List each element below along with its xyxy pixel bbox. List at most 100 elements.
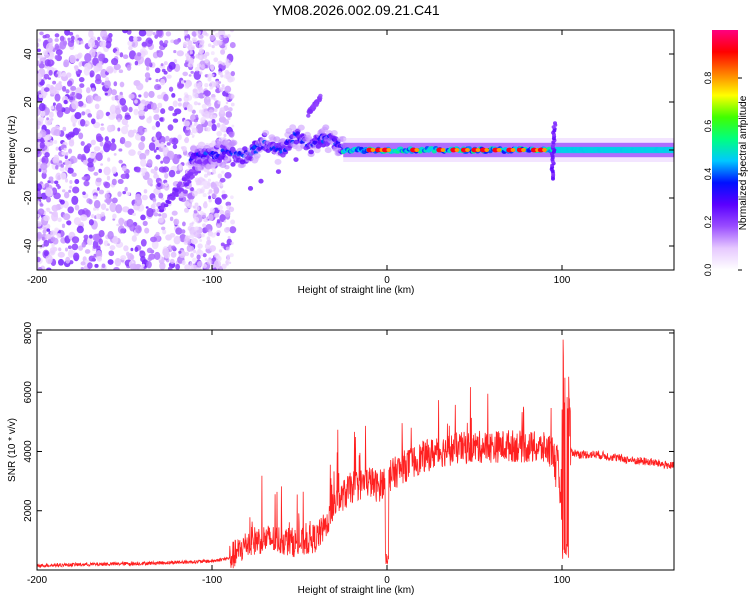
noise-speck xyxy=(83,180,90,187)
noise-speck xyxy=(200,64,206,69)
noise-speck xyxy=(199,210,204,215)
noise-speck xyxy=(190,124,195,130)
noise-speck xyxy=(55,165,59,170)
y-tick-label: 8000 xyxy=(23,321,34,344)
noise-speck xyxy=(92,207,97,211)
noise-speck xyxy=(175,227,183,235)
noise-speck xyxy=(216,232,220,237)
noise-speck xyxy=(193,209,198,214)
noise-speck xyxy=(138,141,145,151)
noise-speck xyxy=(207,178,212,182)
noise-speck xyxy=(37,147,41,155)
chart-title: YM08.2026.002.09.21.C41 xyxy=(272,2,440,18)
noise-speck xyxy=(163,93,169,102)
noise-speck xyxy=(147,39,154,45)
noise-speck xyxy=(139,266,144,270)
noise-speck xyxy=(184,52,190,58)
noise-speck xyxy=(139,250,144,254)
noise-speck xyxy=(79,221,84,226)
noise-speck xyxy=(111,58,119,66)
noise-speck xyxy=(66,80,73,87)
colorbar-tick-label: 0.2 xyxy=(703,216,713,229)
noise-speck xyxy=(45,188,52,197)
noise-speck xyxy=(174,108,182,115)
noise-speck xyxy=(152,197,157,203)
noise-speck xyxy=(75,34,80,38)
noise-speck xyxy=(99,40,107,48)
snr-panel: -200 -100 0 100 2000 4000 6000 8000 Height of … xyxy=(7,321,675,596)
noise-speck xyxy=(153,149,157,153)
noise-speck xyxy=(184,201,190,207)
noise-speck xyxy=(104,92,108,96)
noise-speck xyxy=(195,30,201,36)
noise-speck xyxy=(113,266,120,270)
amplitude-peak xyxy=(386,148,392,152)
noise-speck xyxy=(87,38,96,48)
noise-speck xyxy=(211,73,215,77)
noise-speck xyxy=(176,50,184,57)
noise-speck xyxy=(213,108,218,113)
noise-speck xyxy=(61,189,66,193)
noise-speck xyxy=(112,218,116,221)
noise-speck xyxy=(86,143,92,149)
noise-speck xyxy=(54,180,59,185)
noise-speck xyxy=(78,132,84,140)
noise-speck xyxy=(126,64,132,71)
noise-speck xyxy=(128,106,133,113)
noise-speck xyxy=(111,166,117,174)
noise-speck xyxy=(133,108,139,116)
noise-speck xyxy=(226,34,231,38)
noise-speck xyxy=(225,201,232,207)
noise-speck xyxy=(165,199,170,204)
noise-speck xyxy=(216,219,221,224)
noise-speck xyxy=(118,217,125,226)
noise-speck xyxy=(148,90,155,98)
noise-speck xyxy=(141,41,148,47)
noise-speck xyxy=(180,229,186,234)
noise-speck xyxy=(49,86,57,95)
noise-speck xyxy=(72,186,80,194)
noise-speck xyxy=(151,125,156,131)
noise-speck xyxy=(98,168,103,174)
noise-speck xyxy=(225,246,230,251)
noise-speck xyxy=(202,253,207,258)
noise-speck xyxy=(189,233,195,239)
noise-speck xyxy=(42,34,47,39)
noise-speck xyxy=(163,61,168,66)
noise-speck xyxy=(80,261,86,266)
noise-speck xyxy=(144,72,151,79)
noise-speck xyxy=(55,83,61,90)
band-core xyxy=(257,146,262,151)
noise-speck xyxy=(81,111,86,116)
noise-speck xyxy=(81,241,87,248)
noise-speck xyxy=(141,194,148,201)
noise-speck xyxy=(200,119,205,125)
noise-speck xyxy=(107,259,114,265)
noise-speck xyxy=(154,166,159,171)
noise-speck xyxy=(181,145,187,152)
noise-speck xyxy=(199,239,203,242)
noise-speck xyxy=(209,96,213,100)
noise-speck xyxy=(165,31,172,37)
noise-speck xyxy=(164,182,168,187)
noise-speck xyxy=(180,80,184,84)
noise-speck xyxy=(224,209,231,218)
noise-speck xyxy=(169,216,174,222)
noise-speck xyxy=(140,135,146,142)
noise-speck xyxy=(172,100,178,107)
noise-speck xyxy=(223,38,229,43)
noise-speck xyxy=(69,185,73,189)
y-tick-label: 20 xyxy=(23,96,34,108)
noise-speck xyxy=(127,208,135,215)
noise-speck xyxy=(206,240,211,245)
noise-speck xyxy=(77,209,86,216)
noise-speck xyxy=(229,76,235,82)
noise-speck xyxy=(191,37,198,43)
noise-speck xyxy=(96,256,103,262)
noise-speck xyxy=(174,192,179,196)
noise-speck xyxy=(66,220,72,226)
noise-speck xyxy=(123,245,129,252)
noise-speck xyxy=(197,102,201,106)
noise-speck xyxy=(165,135,170,142)
noise-speck xyxy=(224,171,232,179)
